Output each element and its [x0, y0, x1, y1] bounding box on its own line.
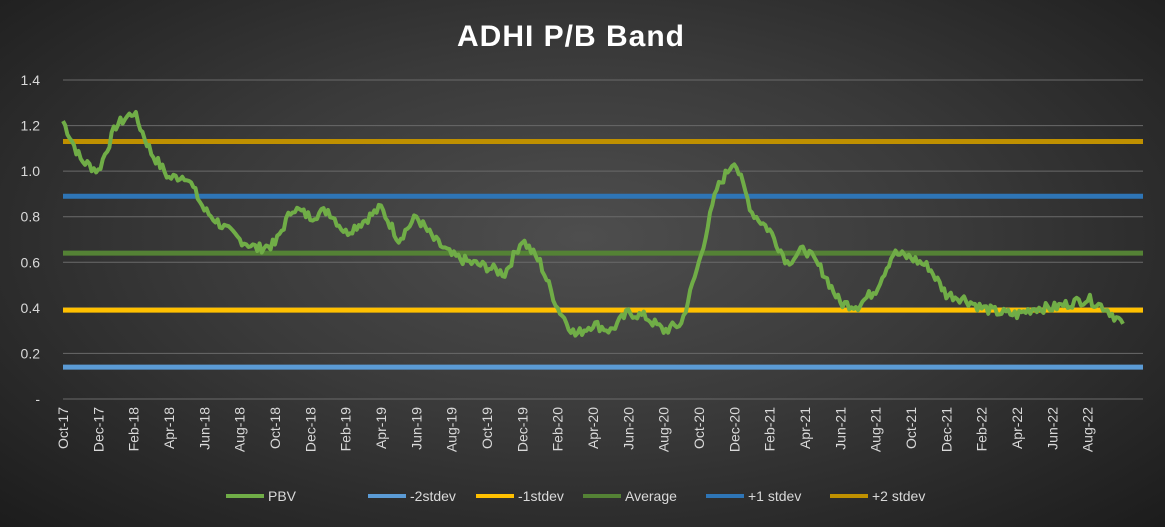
x-axis: Oct-17 Dec-17 Feb-18 Apr-18 Jun-18 Aug-18 Oct-… [55, 407, 1096, 452]
legend-label: PBV [268, 488, 297, 504]
y-tick-label: 0.8 [21, 209, 41, 225]
x-tick-label: Jun-18 [196, 407, 212, 450]
y-axis: - 0.2 0.4 0.6 0.8 1.0 1.2 1.4 [21, 72, 41, 407]
x-tick-label: Aug-19 [444, 407, 460, 452]
legend-label: +2 stdev [872, 488, 925, 504]
x-tick-label: Dec-17 [90, 407, 106, 452]
legend-item: -1stdev [476, 488, 564, 504]
y-tick-label: 0.2 [21, 345, 41, 361]
x-tick-label: Dec-20 [726, 407, 742, 452]
x-tick-label: Dec-21 [938, 407, 954, 452]
x-tick-label: Oct-19 [479, 407, 495, 449]
x-tick-label: Feb-19 [338, 407, 354, 452]
x-tick-label: Feb-22 [974, 407, 990, 452]
x-tick-label: Feb-20 [550, 407, 566, 452]
y-tick-label: 0.6 [21, 254, 41, 270]
y-tick-label: 1.0 [21, 163, 41, 179]
x-tick-label: Apr-18 [161, 407, 177, 449]
x-tick-label: Dec-18 [302, 407, 318, 452]
x-tick-label: Aug-18 [232, 407, 248, 452]
x-tick-label: Jun-20 [620, 407, 636, 450]
chart-title: ADHI P/B Band [457, 20, 685, 53]
x-tick-label: Feb-21 [762, 407, 778, 452]
y-tick-label: - [35, 391, 40, 407]
legend-label: -1stdev [518, 488, 564, 504]
x-tick-label: Dec-19 [514, 407, 530, 452]
gridlines [63, 79, 1143, 400]
y-tick-label: 1.2 [21, 118, 41, 134]
x-tick-label: Apr-19 [373, 407, 389, 449]
y-tick-label: 0.4 [21, 300, 41, 316]
x-tick-label: Aug-21 [868, 407, 884, 452]
x-tick-label: Apr-20 [585, 407, 601, 449]
legend-label: +1 stdev [748, 488, 801, 504]
x-tick-label: Aug-22 [1080, 407, 1096, 452]
x-tick-label: Jun-22 [1044, 407, 1060, 450]
x-tick-label: Oct-17 [55, 407, 71, 449]
pbv-line [61, 110, 1125, 338]
x-tick-label: Jun-21 [832, 407, 848, 450]
legend-item: +1 stdev [706, 488, 801, 504]
legend-label: Average [625, 488, 677, 504]
std-bands [63, 139, 1143, 370]
x-tick-label: Oct-21 [903, 407, 919, 449]
legend-item: PBV [226, 488, 297, 504]
pbv-series [61, 110, 1125, 338]
x-tick-label: Apr-21 [797, 407, 813, 449]
x-tick-label: Jun-19 [408, 407, 424, 450]
legend-item: -2stdev [368, 488, 456, 504]
x-tick-label: Apr-22 [1009, 407, 1025, 449]
x-tick-label: Oct-18 [267, 407, 283, 449]
x-tick-label: Feb-18 [126, 407, 142, 452]
x-tick-label: Oct-20 [691, 407, 707, 449]
legend-item: Average [583, 488, 677, 504]
y-tick-label: 1.4 [21, 72, 41, 88]
x-tick-label: Aug-20 [656, 407, 672, 452]
legend: PBV -2stdev -1stdev Average +1 stdev +2 stdev [226, 488, 925, 504]
legend-item: +2 stdev [830, 488, 925, 504]
legend-label: -2stdev [410, 488, 456, 504]
